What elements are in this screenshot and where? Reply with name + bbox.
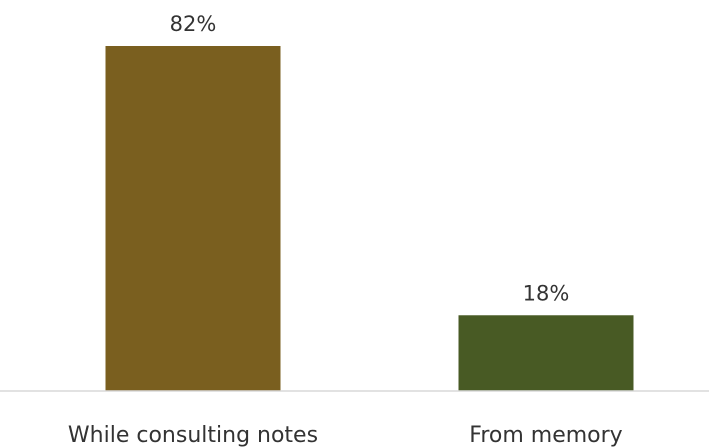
bar-while-consulting-notes (105, 46, 281, 391)
data-label-1: 18% (523, 281, 570, 305)
data-label-0: 82% (170, 12, 217, 36)
category-label-1: From memory (469, 423, 622, 448)
bar-from-memory (458, 315, 634, 391)
bars-layer (105, 46, 634, 391)
category-label-0: While consulting notes (68, 423, 318, 448)
labels-layer: 82% While consulting notes 18% From memory (68, 12, 623, 448)
